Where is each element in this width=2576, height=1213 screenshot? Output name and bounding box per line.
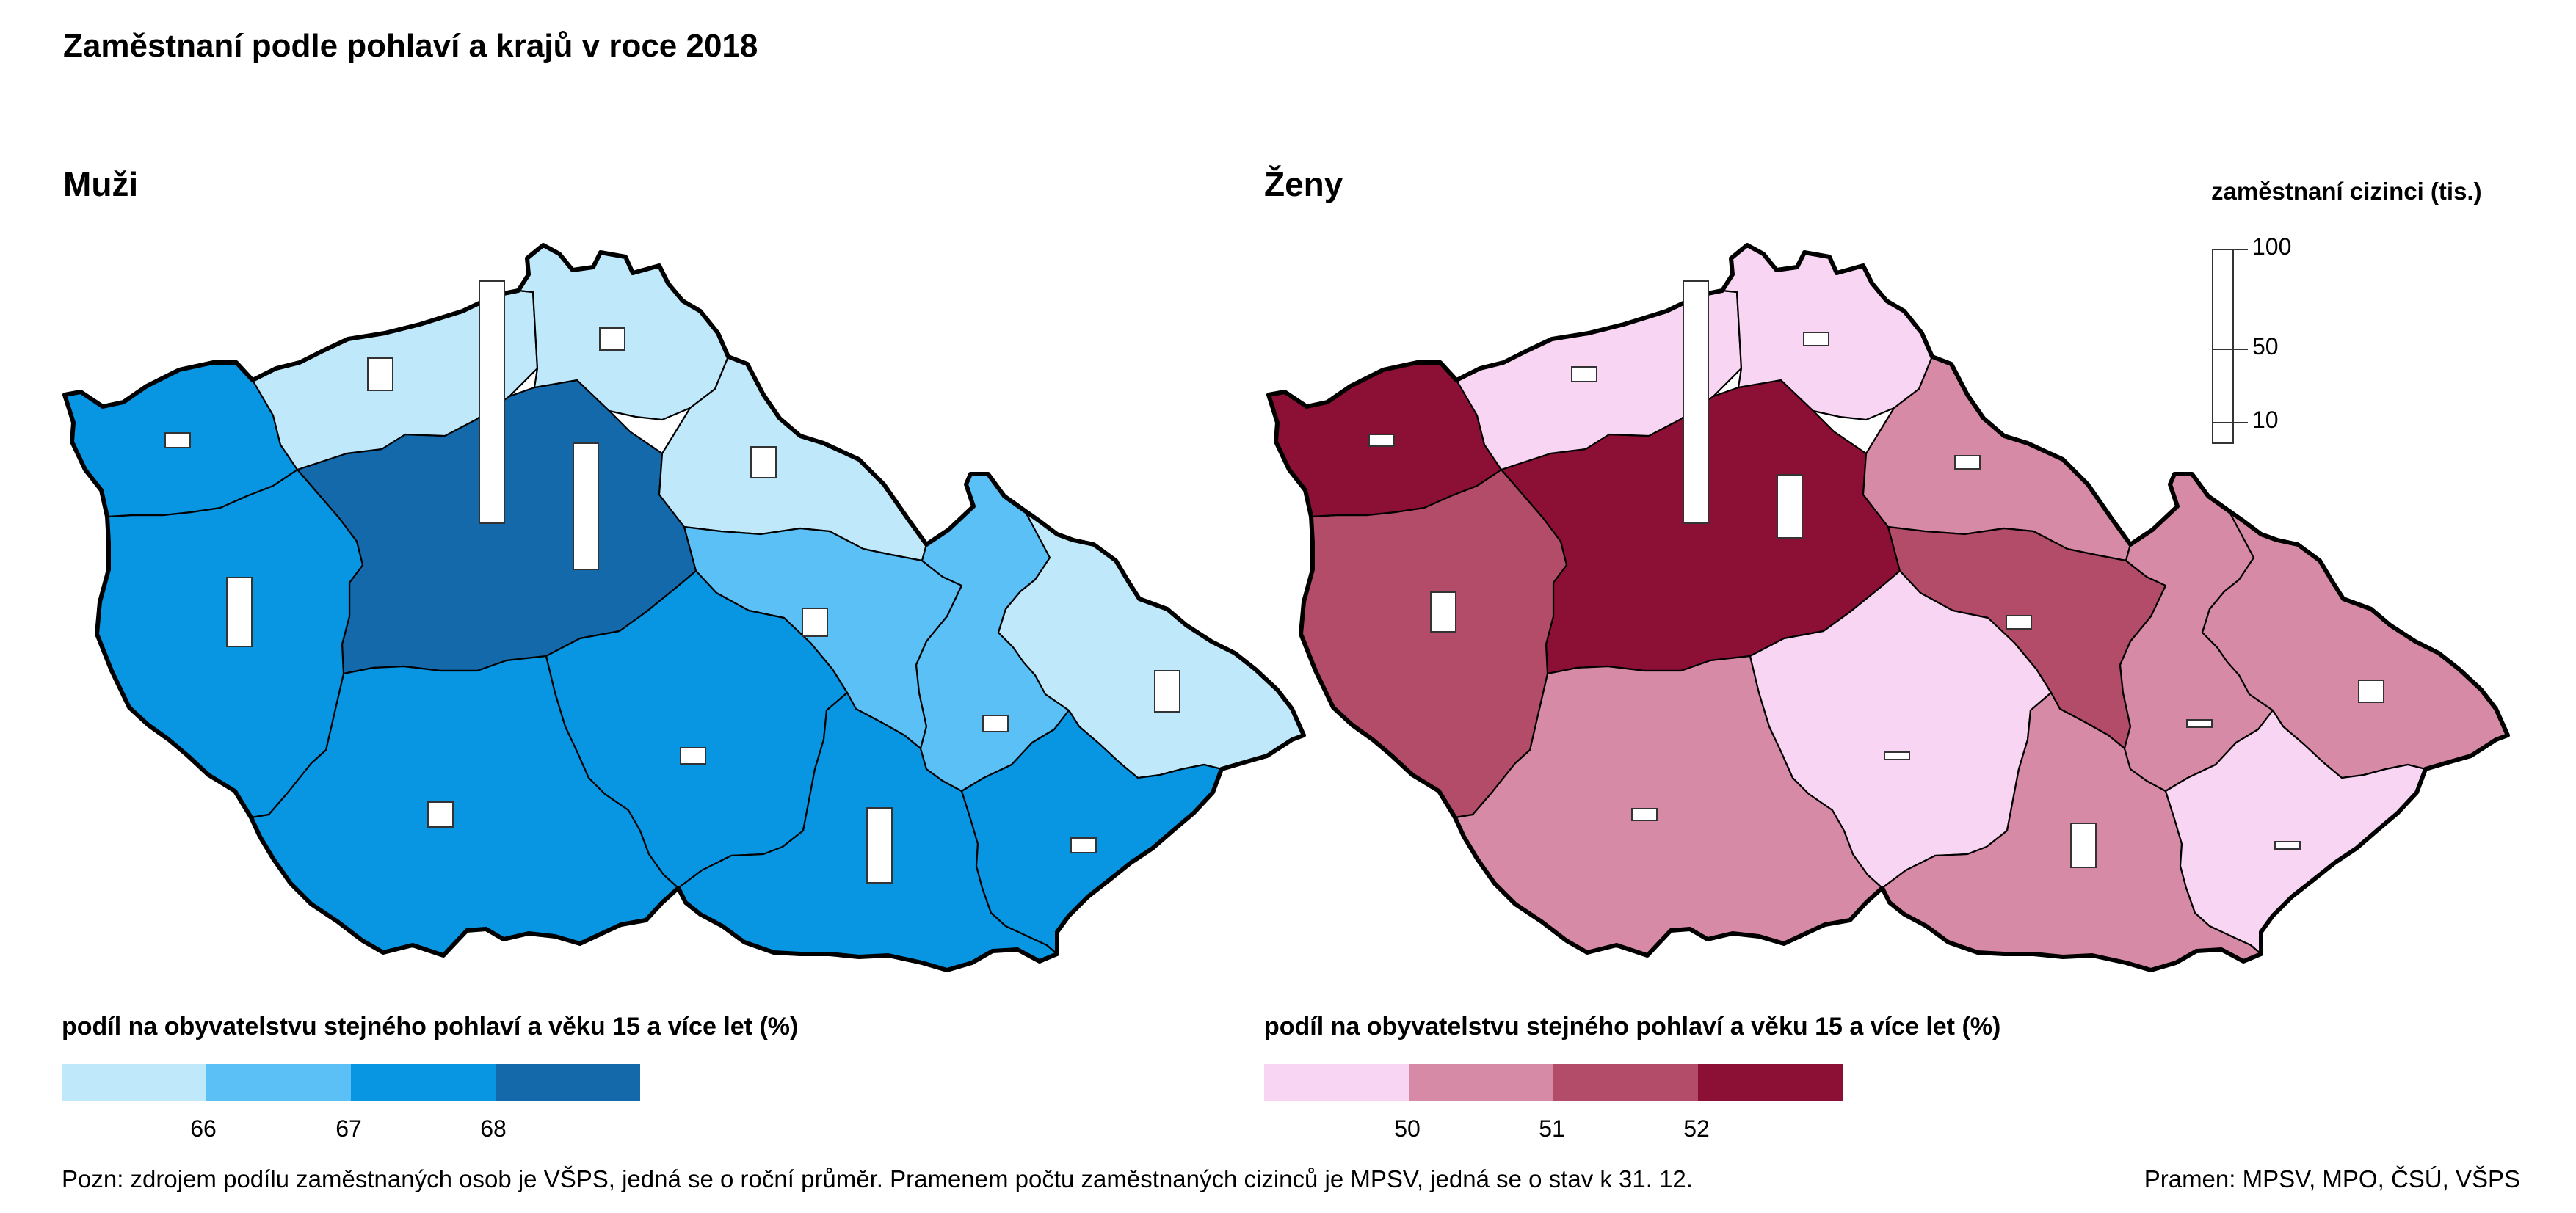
footnote: Pozn: zdrojem podílu zaměstnaných osob j…	[62, 1165, 1693, 1192]
men-map	[62, 243, 1306, 972]
women-legend-tick: 52	[1683, 1115, 1710, 1142]
men-legend-tick: 67	[335, 1115, 362, 1142]
foreign-workers-bar	[982, 715, 1009, 732]
size-legend-label: 100	[2252, 233, 2292, 260]
men-legend-tick: 66	[190, 1115, 217, 1142]
foreign-workers-bar	[573, 442, 599, 570]
foreign-workers-bar	[1683, 280, 1709, 524]
women-legend-swatch	[1698, 1064, 1843, 1101]
foreign-workers-bar	[164, 432, 191, 448]
foreign-workers-bar	[2070, 823, 2097, 868]
foreign-workers-bar	[1154, 670, 1180, 713]
chart-title: Zaměstnaní podle pohlaví a krajů v roce …	[63, 28, 758, 64]
foreign-workers-bar	[1954, 455, 1981, 470]
foreign-workers-bar	[1631, 808, 1658, 821]
foreign-workers-bar	[479, 280, 505, 524]
foreign-workers-bar	[1571, 366, 1597, 382]
foreign-workers-bar	[750, 446, 777, 478]
foreign-workers-bar	[680, 747, 706, 765]
country-border	[1266, 243, 2510, 972]
men-legend-swatch	[206, 1064, 351, 1101]
foreign-workers-bar	[2274, 841, 2301, 850]
foreign-workers-bar	[427, 801, 454, 828]
foreign-workers-bar	[1070, 837, 1097, 853]
women-legend-tick: 51	[1539, 1115, 1565, 1142]
men-legend-swatch	[62, 1064, 206, 1101]
women-map	[1266, 243, 2510, 972]
foreign-workers-bar	[1777, 474, 1803, 539]
foreign-workers-bar	[367, 357, 393, 391]
foreign-workers-bar	[1368, 434, 1395, 447]
women-legend-swatch	[1553, 1064, 1698, 1101]
source-note: Pramen: MPSV, MPO, ČSÚ, VŠPS	[2144, 1165, 2520, 1192]
women-legend-swatch	[1264, 1064, 1409, 1101]
men-panel-title: Muži	[63, 165, 139, 203]
foreign-workers-bar	[599, 327, 625, 351]
foreign-workers-bar	[1430, 591, 1456, 633]
foreign-workers-bar	[1884, 751, 1910, 760]
men-legend-title: podíl na obyvatelstvu stejného pohlaví a…	[62, 1013, 799, 1041]
women-panel-title: Ženy	[1264, 165, 1343, 203]
foreign-workers-bar	[866, 807, 893, 884]
foreign-workers-bar	[2006, 615, 2032, 630]
men-legend-swatch	[351, 1064, 496, 1101]
size-legend-bar	[2212, 249, 2234, 444]
size-legend-label: 10	[2252, 407, 2279, 433]
foreign-workers-bar	[1803, 332, 1829, 346]
size-legend-label: 50	[2252, 333, 2279, 360]
women-legend-swatch	[1409, 1064, 1553, 1101]
men-legend-tick: 68	[480, 1115, 507, 1142]
women-legend-title: podíl na obyvatelstvu stejného pohlaví a…	[1264, 1013, 2001, 1041]
foreign-workers-bar	[2358, 680, 2384, 703]
foreign-workers-bar	[226, 577, 253, 647]
size-legend-title: zaměstnaní cizinci (tis.)	[2211, 178, 2482, 205]
foreign-workers-bar	[802, 608, 828, 637]
women-legend-tick: 50	[1394, 1115, 1421, 1142]
country-border	[62, 243, 1306, 972]
men-legend-swatch	[496, 1064, 640, 1101]
foreign-workers-bar	[2186, 719, 2213, 728]
